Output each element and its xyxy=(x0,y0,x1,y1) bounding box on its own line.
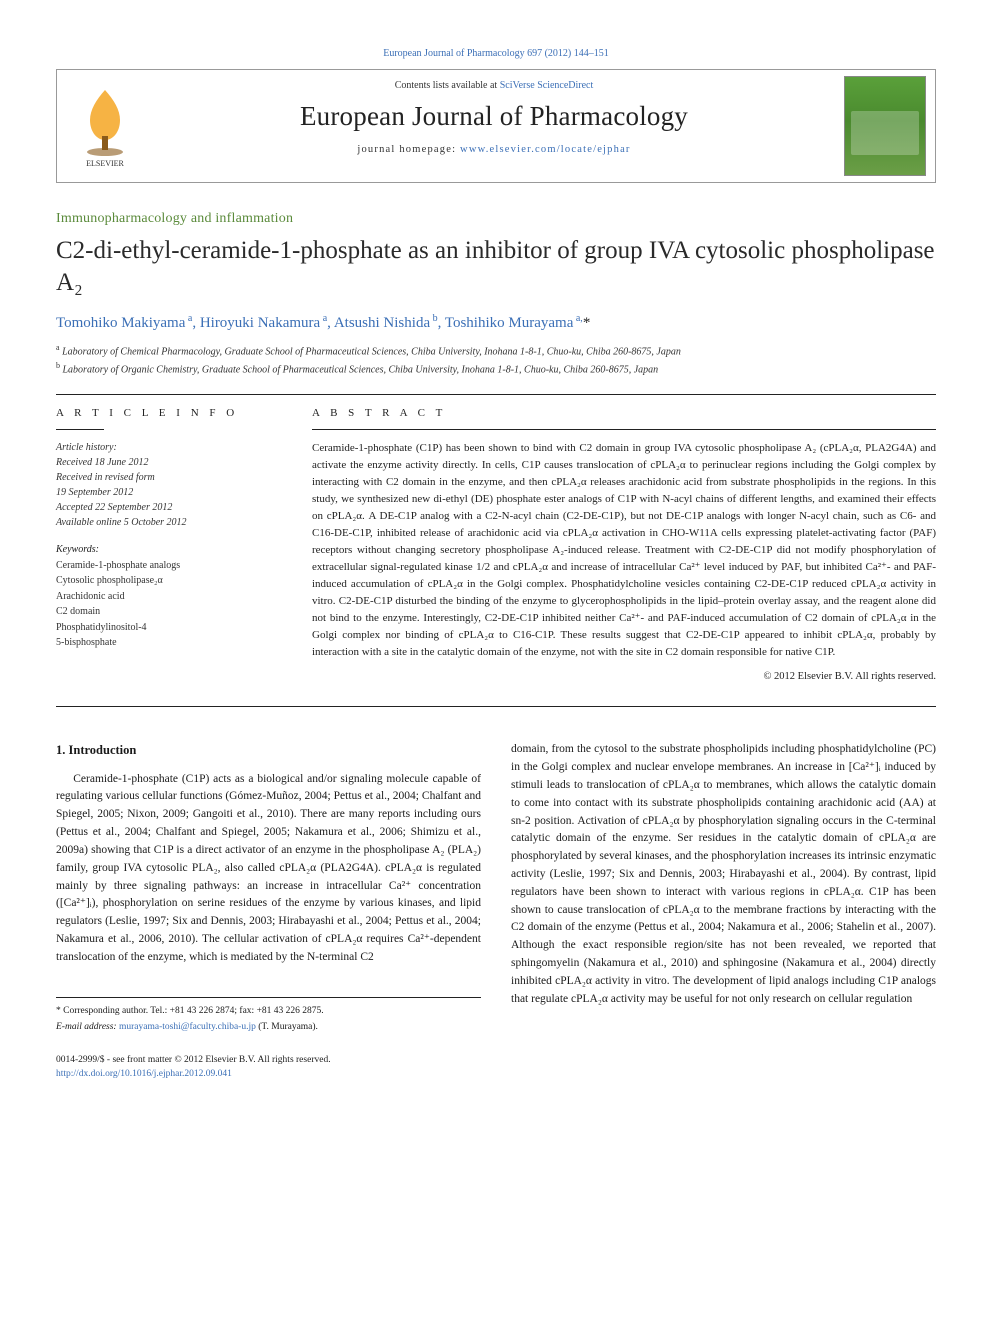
author-4[interactable]: Toshihiko Murayama xyxy=(445,315,574,331)
author-3[interactable]: Atsushi Nishida xyxy=(334,315,430,331)
journal-link-issue: 697 (2012) 144–151 xyxy=(527,48,609,59)
affiliations: a Laboratory of Chemical Pharmacology, G… xyxy=(56,342,936,378)
keyword: Phosphatidylinositol-4 xyxy=(56,620,276,636)
cover-thumb-cell xyxy=(835,70,935,182)
keyword: Ceramide-1-phosphate analogs xyxy=(56,558,276,574)
doi-line: http://dx.doi.org/10.1016/j.ejphar.2012.… xyxy=(56,1068,481,1082)
body-para-1: Ceramide-1-phosphate (C1P) acts as a bio… xyxy=(56,771,481,967)
author-2[interactable]: Hiroyuki Nakamura xyxy=(200,315,320,331)
abstract-text: Ceramide-1-phosphate (C1P) has been show… xyxy=(312,440,936,662)
masthead: ELSEVIER Contents lists available at Sci… xyxy=(56,69,936,183)
history-online: Available online 5 October 2012 xyxy=(56,515,276,530)
history-accepted: Accepted 22 September 2012 xyxy=(56,500,276,515)
article-history: Article history: Received 18 June 2012 R… xyxy=(56,440,276,530)
homepage-prefix: journal homepage: xyxy=(357,144,460,155)
article-info-block: A R T I C L E I N F O Article history: R… xyxy=(56,407,276,683)
page-footer: 0014-2999/$ - see front matter © 2012 El… xyxy=(56,1054,481,1082)
contents-line: Contents lists available at SciVerse Sci… xyxy=(161,80,827,91)
keyword: C2 domain xyxy=(56,604,276,620)
abstract-copyright: © 2012 Elsevier B.V. All rights reserved… xyxy=(312,671,936,682)
section-number: 1. xyxy=(56,743,65,757)
keyword: Arachidonic acid xyxy=(56,589,276,605)
sciencedirect-link[interactable]: SciVerse ScienceDirect xyxy=(500,80,594,91)
journal-issue-link[interactable]: European Journal of Pharmacology 697 (20… xyxy=(56,48,936,59)
section-title: Introduction xyxy=(69,743,137,757)
doi-value: 10.1016/j.ejphar.2012.09.041 xyxy=(120,1069,232,1079)
divider-bottom xyxy=(56,706,936,707)
abstract-heading: A B S T R A C T xyxy=(312,407,936,419)
authors: Tomohiko Makiyama a, Hiroyuki Nakamura a… xyxy=(56,313,936,332)
elsevier-logo-icon: ELSEVIER xyxy=(66,82,144,170)
body-para-2: domain, from the cytosol to the substrat… xyxy=(511,741,936,1008)
journal-homepage-link[interactable]: www.elsevier.com/locate/ejphar xyxy=(460,144,631,155)
corr-email-line: E-mail address: murayama-toshi@faculty.c… xyxy=(56,1020,481,1034)
publisher-logo-cell: ELSEVIER xyxy=(57,70,153,182)
email-label: E-mail address: xyxy=(56,1022,117,1032)
body-col-2: domain, from the cytosol to the substrat… xyxy=(511,741,936,1081)
abstract-rule xyxy=(312,429,936,430)
author-1[interactable]: Tomohiko Makiyama xyxy=(56,315,185,331)
divider-top xyxy=(56,394,936,395)
journal-name: European Journal of Pharmacology xyxy=(161,101,827,132)
keywords-list: Ceramide-1-phosphate analogs Cytosolic p… xyxy=(56,558,276,651)
corr-email-link[interactable]: murayama-toshi@faculty.chiba-u.jp xyxy=(119,1022,256,1032)
journal-link-name: European Journal of Pharmacology xyxy=(383,48,524,59)
journal-homepage-line: journal homepage: www.elsevier.com/locat… xyxy=(161,144,827,155)
abstract-block: A B S T R A C T Ceramide-1-phosphate (C1… xyxy=(312,407,936,683)
section-heading: 1. Introduction xyxy=(56,741,481,760)
affiliation-a: Laboratory of Chemical Pharmacology, Gra… xyxy=(62,346,681,357)
affiliation-b: Laboratory of Organic Chemistry, Graduat… xyxy=(63,364,659,375)
article-info-heading: A R T I C L E I N F O xyxy=(56,407,276,419)
keyword: 5-bisphosphate xyxy=(56,635,276,651)
email-suffix: (T. Murayama). xyxy=(258,1022,318,1032)
corr-author-line: * Corresponding author. Tel.: +81 43 226… xyxy=(56,1004,481,1018)
corresponding-footnote: * Corresponding author. Tel.: +81 43 226… xyxy=(56,997,481,1035)
doi-prefix: http://dx.doi.org/ xyxy=(56,1069,120,1079)
history-revised: Received in revised form 19 September 20… xyxy=(56,470,276,500)
masthead-center: Contents lists available at SciVerse Sci… xyxy=(153,70,835,182)
keyword: Cytosolic phospholipase₂α xyxy=(56,573,276,589)
article-info-rule xyxy=(56,429,104,430)
publisher-label: ELSEVIER xyxy=(86,159,124,168)
body-col-1: 1. Introduction Ceramide-1-phosphate (C1… xyxy=(56,741,481,1081)
doi-link[interactable]: http://dx.doi.org/10.1016/j.ejphar.2012.… xyxy=(56,1069,232,1079)
body-columns: 1. Introduction Ceramide-1-phosphate (C1… xyxy=(56,741,936,1081)
history-received: Received 18 June 2012 xyxy=(56,455,276,470)
keywords-label: Keywords: xyxy=(56,544,276,555)
section-topic: Immunopharmacology and inflammation xyxy=(56,211,936,227)
history-label: Article history: xyxy=(56,440,276,455)
article-title: C2-di-ethyl-ceramide-1-phosphate as an i… xyxy=(56,235,936,299)
journal-cover-thumb xyxy=(844,76,926,176)
issn-line: 0014-2999/$ - see front matter © 2012 El… xyxy=(56,1054,481,1068)
contents-prefix: Contents lists available at xyxy=(395,80,500,91)
